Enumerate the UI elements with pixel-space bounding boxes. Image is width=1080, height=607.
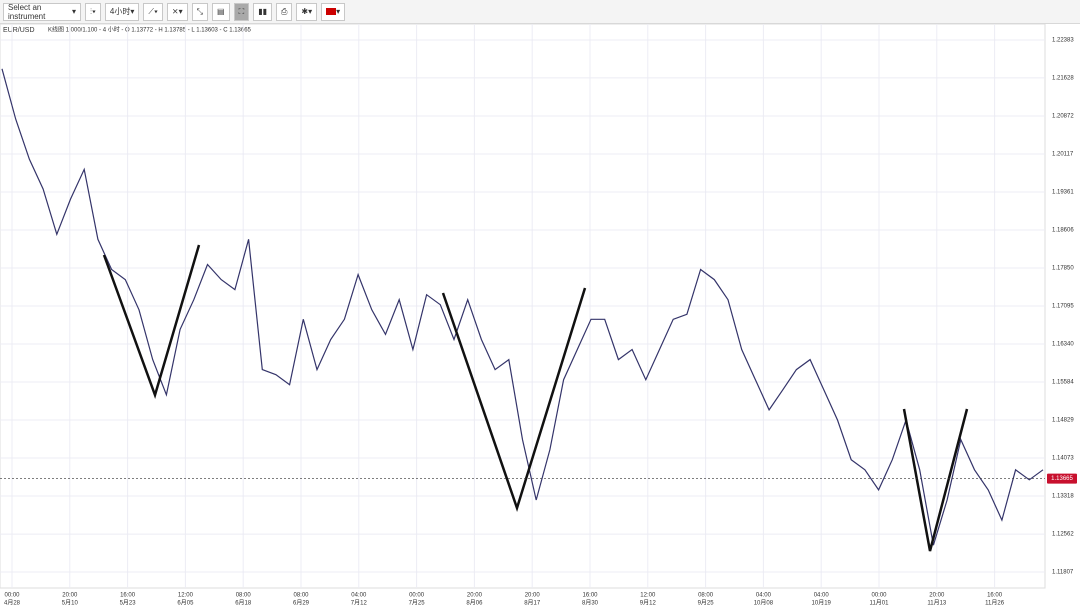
x-tick-date: 5月23 [120, 600, 137, 607]
y-tick-label: 1.17850 [1052, 266, 1074, 272]
x-tick-date: 7月25 [409, 600, 426, 607]
y-tick-label: 1.17095 [1052, 304, 1074, 310]
v-pattern [441, 287, 587, 513]
x-tick-date: 10月08 [754, 600, 774, 607]
ohlc-info: K线图 1.000/1.100 - 4 小时 - O 1.13772 - H 1… [48, 26, 252, 34]
y-tick-label: 1.15584 [1052, 380, 1074, 386]
y-tick-label: 1.13318 [1052, 494, 1074, 500]
v-pattern [902, 408, 969, 552]
y-tick-label: 1.12562 [1052, 532, 1074, 538]
price-series [1, 68, 1044, 546]
color-button[interactable]: ▾ [321, 2, 346, 21]
x-tick-date: 11月26 [985, 600, 1005, 607]
tool-button[interactable]: ⤡ [191, 2, 209, 21]
toolbar: Select an instrument ▾ ⫶▾ 4小时 ▾ ⟋▾ ⨯▾ ⤡ ▤… [0, 0, 1080, 24]
x-tick-time: 20:00 [467, 593, 483, 599]
x-tick-time: 20:00 [929, 593, 945, 599]
chart: EUR/USD K线图 1.000/1.100 - 4 小时 - O 1.137… [0, 24, 1077, 607]
x-tick-time: 20:00 [525, 593, 541, 599]
draw-tool-button[interactable]: ⟋▾ [143, 2, 163, 21]
y-tick-label: 1.20872 [1052, 114, 1074, 120]
y-tick-label: 1.11807 [1052, 570, 1074, 576]
y-tick-label: 1.16340 [1052, 342, 1074, 348]
y-tick-label: 1.18606 [1052, 228, 1074, 234]
x-tick-date: 6月05 [177, 600, 194, 607]
x-tick-time: 00:00 [871, 593, 887, 599]
x-tick-time: 04:00 [756, 593, 772, 599]
x-tick-time: 20:00 [62, 593, 78, 599]
x-tick-time: 16:00 [120, 593, 136, 599]
grid [0, 24, 1045, 588]
y-tick-label: 1.21628 [1052, 76, 1074, 82]
v-pattern [102, 244, 201, 400]
x-tick-date: 8月17 [524, 600, 541, 607]
x-tick-date: 6月18 [235, 600, 252, 607]
y-tick-label: 1.14829 [1052, 418, 1074, 424]
x-tick-date: 4月28 [4, 600, 21, 607]
last-price-tag [1047, 473, 1077, 484]
x-tick-time: 12:00 [640, 593, 656, 599]
x-tick-time: 00:00 [4, 593, 20, 599]
x-tick-time: 08:00 [236, 593, 252, 599]
instrument-label: Select an instrument [8, 2, 46, 21]
interval-select[interactable]: 4小时 ▾ [104, 2, 140, 21]
x-tick-time: 08:00 [293, 593, 309, 599]
x-tick-date: 5月10 [62, 600, 79, 607]
x-tick-time: 04:00 [814, 593, 830, 599]
x-tick-time: 16:00 [987, 593, 1003, 599]
x-tick-time: 00:00 [409, 593, 425, 599]
x-tick-date: 7月12 [351, 600, 368, 607]
x-tick-date: 11月01 [870, 600, 890, 607]
instrument-select[interactable]: Select an instrument ▾ [3, 2, 81, 21]
x-tick-date: 9月25 [698, 600, 715, 607]
y-tick-label: 1.22383 [1052, 38, 1074, 44]
settings-button[interactable]: ✱▾ [296, 2, 318, 21]
print-button[interactable]: ⎙ [276, 2, 293, 21]
x-tick-date: 11月13 [927, 600, 947, 607]
interval-label: 4小时 [109, 7, 131, 16]
x-tick-date: 6月29 [293, 600, 310, 607]
fullscreen-button[interactable]: ⛶ [233, 2, 250, 21]
price-line [1, 68, 1044, 546]
y-tick-label: 1.19361 [1052, 190, 1074, 196]
x-tick-time: 04:00 [351, 593, 367, 599]
x-tick-date: 8月06 [466, 600, 483, 607]
x-tick-time: 12:00 [178, 593, 194, 599]
y-tick-label: 1.20117 [1052, 152, 1074, 158]
symbol: EUR/USD [3, 27, 35, 34]
y-tick-label: 1.14073 [1052, 456, 1074, 462]
x-tick-time: 08:00 [698, 593, 714, 599]
indicator-button[interactable]: ⨯▾ [166, 2, 188, 21]
x-tick-date: 9月12 [640, 600, 657, 607]
x-tick-time: 16:00 [582, 593, 598, 599]
x-tick-date: 10月19 [812, 600, 832, 607]
last-price-label: 1.13665 [1051, 476, 1073, 482]
volume-button[interactable]: ▮▮ [253, 2, 272, 21]
x-tick-date: 8月30 [582, 600, 599, 607]
layout-button[interactable]: ▤ [212, 2, 230, 21]
annotations [102, 244, 969, 552]
chart-type-button[interactable]: ⫶▾ [85, 2, 101, 21]
